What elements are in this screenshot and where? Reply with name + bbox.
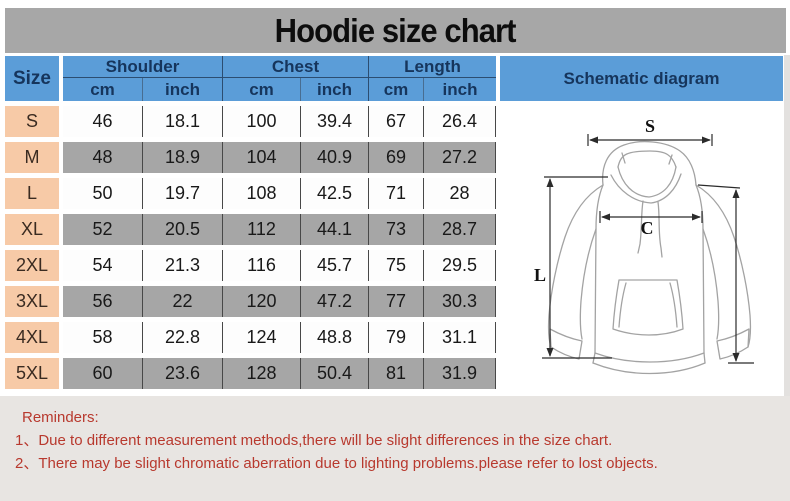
cell-value: 120 xyxy=(222,286,300,317)
cell-value: 108 xyxy=(222,178,300,209)
cell-value: 19.7 xyxy=(142,178,222,209)
cell-value: 75 xyxy=(368,250,423,281)
size-label-s: S xyxy=(5,106,59,137)
cell-value: 71 xyxy=(368,178,423,209)
unit-header-row: cm inch cm inch cm inch xyxy=(63,78,496,101)
cell-value: 104 xyxy=(222,142,300,173)
table-row-l: 50 19.7 108 42.5 71 28 xyxy=(63,178,496,209)
cell-value: 67 xyxy=(368,106,423,137)
title-band: Hoodie size chart xyxy=(5,8,786,53)
cell-value: 48.8 xyxy=(300,322,368,353)
reminder-item-2: 2、There may be slight chromatic aberrati… xyxy=(15,455,658,472)
cell-value: 22.8 xyxy=(142,322,222,353)
cell-value: 31.9 xyxy=(423,358,496,389)
cell-value: 79 xyxy=(368,322,423,353)
cell-value: 45.7 xyxy=(300,250,368,281)
unit-chest-cm: cm xyxy=(222,78,300,101)
cell-value: 39.4 xyxy=(300,106,368,137)
cell-value: 29.5 xyxy=(423,250,496,281)
cell-value: 48 xyxy=(92,147,113,167)
table-row-3xl: 56 22 120 47.2 77 30.3 xyxy=(63,286,496,317)
cell-value: 81 xyxy=(368,358,423,389)
chest-dim-label: C xyxy=(641,218,654,238)
hoodie-diagram: S C L xyxy=(534,116,754,375)
cell-value: 27.2 xyxy=(423,142,496,173)
table-row-xl: 52 20.5 112 44.1 73 28.7 xyxy=(63,214,496,245)
cell-value: 28.7 xyxy=(423,214,496,245)
cell-value: 52 xyxy=(92,219,113,239)
cell-value: 46 xyxy=(92,111,113,131)
cell-value: 40.9 xyxy=(300,142,368,173)
length-dim-label: L xyxy=(534,265,546,285)
group-header-shoulder: Shoulder xyxy=(63,56,222,78)
page-title: Hoodie size chart xyxy=(275,11,517,49)
measurements-table: Shoulder Chest Length cm inch cm inch cm… xyxy=(63,56,496,389)
unit-length-inch: inch xyxy=(423,78,496,101)
size-label-4xl: 4XL xyxy=(5,322,59,353)
table-row-5xl: 60 23.6 128 50.4 81 31.9 xyxy=(63,358,496,389)
unit-chest-inch: inch xyxy=(300,78,368,101)
cell-value: 30.3 xyxy=(423,286,496,317)
cell-value: 44.1 xyxy=(300,214,368,245)
cell-value: 23.6 xyxy=(142,358,222,389)
cell-value: 54 xyxy=(92,255,113,275)
cell-value: 20.5 xyxy=(142,214,222,245)
cell-value: 28 xyxy=(423,178,496,209)
cell-value: 42.5 xyxy=(300,178,368,209)
schematic-panel: Schematic diagram xyxy=(500,56,783,395)
reminders-title: Reminders: xyxy=(22,409,99,426)
cell-value: 60 xyxy=(92,363,113,383)
size-label-3xl: 3XL xyxy=(5,286,59,317)
cell-value: 31.1 xyxy=(423,322,496,353)
cell-value: 18.9 xyxy=(142,142,222,173)
unit-length-cm: cm xyxy=(368,78,423,101)
cell-value: 128 xyxy=(222,358,300,389)
size-label-5xl: 5XL xyxy=(5,358,59,389)
cell-value: 112 xyxy=(222,214,300,245)
cell-value: 77 xyxy=(368,286,423,317)
reminders-block: Reminders: 1、Due to different measuremen… xyxy=(15,406,658,475)
cell-value: 22 xyxy=(142,286,222,317)
cell-value: 47.2 xyxy=(300,286,368,317)
cell-value: 50.4 xyxy=(300,358,368,389)
cell-value: 100 xyxy=(222,106,300,137)
table-row-s: 46 18.1 100 39.4 67 26.4 xyxy=(63,106,496,137)
table-row-2xl: 54 21.3 116 45.7 75 29.5 xyxy=(63,250,496,281)
group-header-row: Shoulder Chest Length xyxy=(63,56,496,78)
size-label-2xl: 2XL xyxy=(5,250,59,281)
cell-value: 21.3 xyxy=(142,250,222,281)
cell-value: 124 xyxy=(222,322,300,353)
shoulder-dim-label: S xyxy=(645,116,655,136)
unit-shoulder-inch: inch xyxy=(142,78,222,101)
cell-value: 26.4 xyxy=(423,106,496,137)
table-row-m: 48 18.9 104 40.9 69 27.2 xyxy=(63,142,496,173)
reminder-item-1: 1、Due to different measurement methods,t… xyxy=(15,432,613,449)
cell-value: 116 xyxy=(222,250,300,281)
unit-shoulder-cm: cm xyxy=(63,78,142,101)
size-label-l: L xyxy=(5,178,59,209)
cell-value: 18.1 xyxy=(142,106,222,137)
group-header-chest: Chest xyxy=(222,56,368,78)
size-column: Size S M L XL 2XL 3XL 4XL 5XL xyxy=(5,56,59,389)
reminders-band: Reminders: 1、Due to different measuremen… xyxy=(0,396,790,501)
dimension-lines xyxy=(542,134,754,364)
size-label-m: M xyxy=(5,142,59,173)
cell-value: 73 xyxy=(368,214,423,245)
size-column-header: Size xyxy=(5,56,59,101)
table-row-4xl: 58 22.8 124 48.8 79 31.1 xyxy=(63,322,496,353)
cell-value: 56 xyxy=(92,291,113,311)
schematic-body: S C L xyxy=(500,101,783,395)
page-edge-shadow xyxy=(784,55,790,396)
group-header-length: Length xyxy=(368,56,496,78)
cell-value: 50 xyxy=(92,183,113,203)
schematic-header: Schematic diagram xyxy=(500,56,783,101)
cell-value: 69 xyxy=(368,142,423,173)
cell-value: 58 xyxy=(92,327,113,347)
size-label-xl: XL xyxy=(5,214,59,245)
